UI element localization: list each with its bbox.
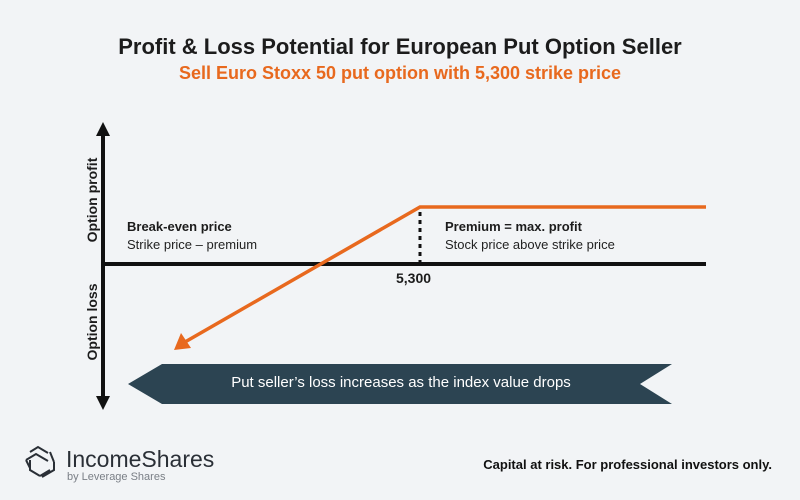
strike-price-label: 5,300 (396, 270, 432, 286)
disclaimer: Capital at risk. For professional invest… (483, 457, 772, 472)
loss-banner (128, 364, 672, 404)
premium-title: Premium = max. profit (445, 219, 582, 234)
brand-tagline: by Leverage Shares (67, 471, 166, 483)
page-title: Profit & Loss Potential for European Put… (118, 34, 682, 59)
payoff-arrow-icon (174, 333, 191, 350)
y-axis-profit-label: Option profit (84, 157, 100, 243)
brand-logo-icon (25, 445, 55, 478)
payoff-line (184, 205, 706, 344)
vertical-axis (96, 122, 110, 410)
premium-text: Stock price above strike price (445, 237, 615, 252)
brand-name: IncomeShares (66, 446, 215, 472)
break-even-text: Strike price – premium (127, 237, 258, 252)
loss-banner-text: Put seller’s loss increases as the index… (231, 374, 571, 391)
axis-arrow-up-icon (96, 122, 110, 136)
y-axis-loss-label: Option loss (84, 283, 100, 361)
page-subtitle: Sell Euro Stoxx 50 put option with 5,300… (178, 63, 622, 83)
break-even-title: Break-even price (127, 219, 232, 234)
axis-arrow-down-icon (96, 396, 110, 410)
